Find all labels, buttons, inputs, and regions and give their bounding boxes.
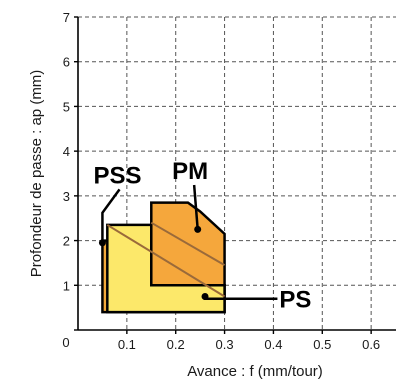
region-boundary-line: [106, 224, 226, 298]
regions: [101, 201, 226, 314]
callout-dot-pm: [194, 225, 202, 233]
y-axis-title: Profondeur de passe : ap (mm): [28, 70, 45, 278]
x-tick-label: 0.3: [216, 337, 234, 352]
x-tick-label: 0.1: [118, 337, 136, 352]
y-tick-label: 4: [63, 144, 70, 159]
callout-label-pm: PM: [172, 158, 208, 185]
origin-tick-label: 0: [62, 335, 69, 350]
y-tick-label: 5: [63, 99, 70, 114]
callout-line-pm: [192, 184, 199, 230]
callout-label-ps: PS: [279, 287, 311, 314]
x-tick-label: 0.2: [167, 337, 185, 352]
y-tick-label: 6: [63, 55, 70, 70]
y-tick-label: 3: [63, 189, 70, 204]
x-axis-title: Avance : f (mm/tour): [187, 363, 323, 380]
y-tick-label: 7: [63, 10, 70, 25]
region-boundary-line: [150, 221, 226, 267]
callout-label-pss: PSS: [94, 162, 142, 189]
y-tick-label: 1: [63, 278, 70, 293]
callout-dot-pss: [98, 239, 106, 247]
axes: [74, 16, 396, 334]
callouts: PSS PM PS: [94, 158, 312, 314]
y-tick-label: 2: [63, 234, 70, 249]
x-tick-label: 0.6: [362, 337, 380, 352]
x-tick-label: 0.5: [313, 337, 331, 352]
callout-dot-ps: [201, 292, 209, 300]
callout-line-pss: [101, 188, 121, 243]
x-tick-label: 0.4: [264, 337, 282, 352]
